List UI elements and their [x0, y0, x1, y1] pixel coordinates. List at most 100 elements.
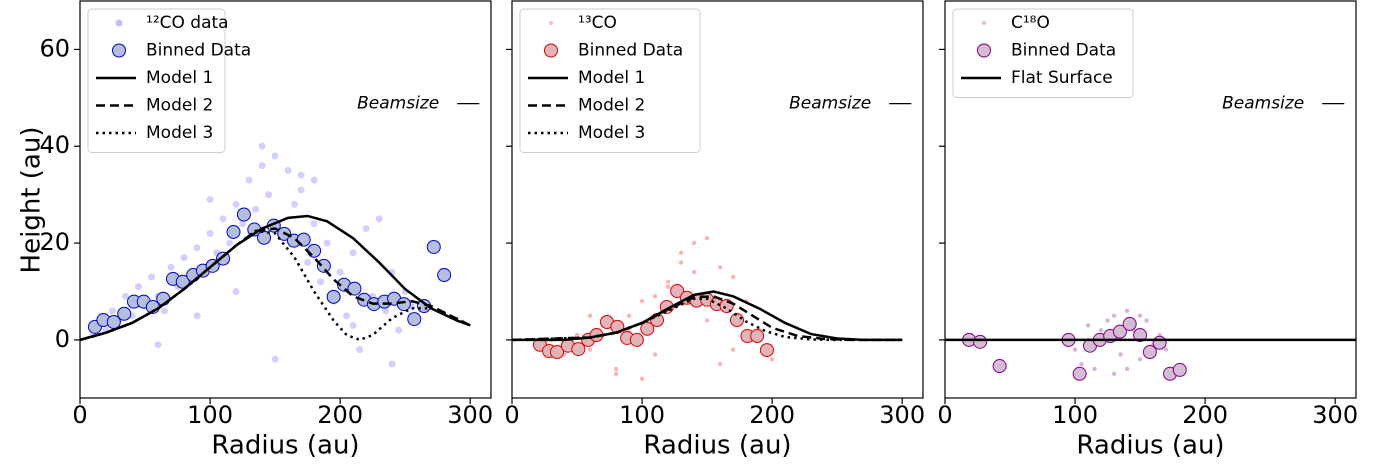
legend-label: C¹⁸O	[1011, 13, 1050, 33]
raw-point	[730, 274, 736, 280]
raw-point	[291, 200, 299, 208]
raw-point	[323, 239, 331, 247]
raw-point	[1098, 328, 1104, 333]
raw-point	[343, 312, 351, 320]
legend-box	[952, 8, 1134, 98]
raw-point	[349, 321, 357, 329]
raw-point	[613, 371, 619, 376]
panel: 0 100 200 300 Radius (au) Beamsize ¹³CO Binned …	[504, 0, 925, 461]
raw-point	[1163, 347, 1169, 352]
raw-point	[717, 361, 723, 367]
raw-point	[258, 142, 266, 150]
y-tick-label: 60	[39, 34, 70, 62]
x-tick-label: 300	[447, 401, 493, 429]
raw-point	[678, 250, 684, 255]
raw-point	[1111, 313, 1117, 318]
raw-point	[154, 341, 162, 349]
raw-point	[167, 263, 175, 271]
raw-point	[362, 225, 370, 233]
x-tick-label: 200	[317, 401, 363, 429]
x-tick-label: 100	[619, 401, 665, 429]
raw-point	[382, 307, 390, 315]
raw-point	[356, 346, 364, 354]
raw-point	[613, 366, 619, 372]
y-axis-label: Height (au)	[17, 127, 47, 274]
binned-point	[316, 258, 331, 273]
raw-point	[388, 360, 396, 368]
raw-point	[652, 294, 658, 299]
x-tick-label: 0	[504, 401, 519, 429]
binned-point	[1072, 366, 1087, 381]
binned-point	[571, 342, 586, 357]
binned-point	[1172, 362, 1187, 377]
raw-point	[206, 196, 214, 203]
raw-point	[297, 186, 305, 194]
raw-point	[336, 268, 344, 276]
legend-label: Binned Data	[1011, 41, 1116, 61]
legend-label: Model 3	[578, 123, 645, 143]
binned-point	[1142, 345, 1157, 360]
x-axis-label: Radius (au)	[211, 431, 359, 461]
binned-point	[1112, 324, 1127, 339]
raw-point	[206, 229, 214, 237]
beam-label: Beamsize	[1222, 94, 1304, 114]
y-tick-label: 20	[39, 228, 70, 256]
raw-point	[304, 258, 312, 266]
raw-point	[265, 191, 273, 199]
raw-point	[226, 239, 234, 247]
beam-label: Beamsize	[789, 94, 871, 114]
binned-point	[973, 334, 988, 349]
raw-point	[252, 205, 260, 213]
binned-point	[550, 345, 565, 360]
axes-frame	[79, 0, 492, 399]
model-line	[512, 295, 903, 342]
panel: 0 100 200 300 Radius (au) Beamsize C¹⁸O Binned …	[937, 0, 1358, 461]
x-tick-label: 100	[1052, 401, 1098, 429]
legend-label: Model 1	[578, 68, 645, 88]
raw-point	[717, 265, 723, 270]
raw-point	[310, 220, 318, 228]
raw-point	[1118, 352, 1123, 357]
raw-point	[193, 244, 201, 252]
x-axis-label: Radius (au)	[643, 431, 791, 461]
binned-point	[396, 297, 411, 312]
axes-frame	[944, 0, 1357, 399]
raw-point	[219, 215, 227, 223]
binned-point	[730, 313, 745, 328]
raw-point	[122, 292, 130, 300]
binned-point	[992, 359, 1007, 374]
raw-point	[691, 269, 697, 275]
legend-label: Model 2	[146, 96, 213, 116]
raw-point	[297, 171, 305, 179]
raw-point	[284, 166, 292, 174]
y-tick-label: 0	[55, 325, 70, 353]
binned-point	[175, 274, 190, 289]
raw-point	[1111, 371, 1117, 376]
raw-point	[317, 278, 325, 286]
legend: ¹²CO data Binned Data Model 1 Model 2 Model …	[87, 8, 251, 153]
legend-marker	[112, 43, 126, 58]
x-axis-label: Radius (au)	[1076, 431, 1224, 461]
legend: C¹⁸O Binned Data Flat Surface	[952, 8, 1134, 98]
x-tick-label: 0	[937, 401, 952, 429]
raw-point	[349, 249, 357, 257]
x-tick-label: 0	[72, 401, 87, 429]
legend-marker	[115, 19, 123, 27]
raw-point	[148, 273, 156, 281]
raw-point	[639, 298, 645, 304]
legend-label: Binned Data	[578, 41, 683, 61]
plot-area	[512, 236, 903, 381]
raw-point	[271, 152, 279, 160]
raw-point	[232, 200, 240, 208]
plot-area	[945, 308, 1356, 381]
raw-point	[1124, 308, 1130, 314]
raw-point	[232, 287, 240, 295]
raw-point	[1124, 366, 1130, 372]
legend: ¹³CO Binned Data Model 1 Model 2 Model 3	[519, 8, 701, 153]
legend-label: Model 1	[146, 68, 213, 88]
binned-point	[117, 306, 132, 321]
binned-point	[640, 321, 655, 336]
x-tick-label: 300	[879, 401, 925, 429]
binned-point	[216, 251, 231, 266]
raw-point	[1105, 318, 1110, 323]
